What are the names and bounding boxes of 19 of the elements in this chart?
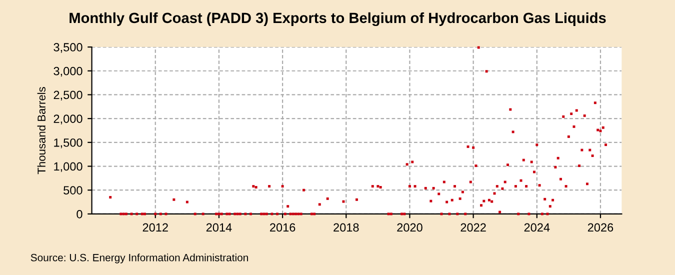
x-tick-label: 2020 — [397, 223, 422, 232]
y-tick-label: 3,000 — [54, 66, 82, 77]
x-tick-label: 2026 — [588, 223, 614, 232]
y-tick-label: 0 — [76, 210, 82, 218]
y-tick-label: 2,000 — [54, 114, 82, 124]
x-tick-label: 2022 — [460, 223, 486, 232]
y-tick-label: 2,500 — [54, 90, 82, 101]
chart-title: Monthly Gulf Coast (PADD 3) Exports to Belgium of Hydrocarbon Gas Liquids — [70, 12, 606, 26]
x-tick-label: 2018 — [334, 223, 359, 232]
y-tick-label: 1,000 — [54, 162, 82, 172]
y-tick-label: 1,500 — [54, 138, 82, 148]
x-tick-label: 2012 — [142, 223, 168, 232]
x-tick-label: 2014 — [206, 223, 232, 232]
y-tick-label: 500 — [64, 186, 82, 194]
y-axis-title: Thousand Barrels — [37, 87, 46, 174]
x-tick-label: 2024 — [524, 223, 550, 232]
source-note: Source: U.S. Energy Information Administration — [30, 254, 248, 264]
y-tick-label: 3,500 — [54, 43, 82, 53]
x-tick-label: 2016 — [270, 223, 296, 232]
